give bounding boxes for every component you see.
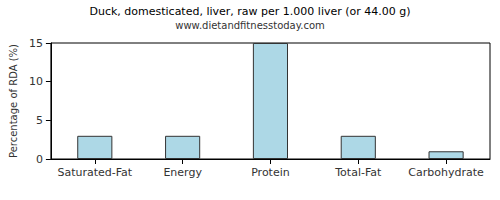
svg-text:Carbohydrate: Carbohydrate: [408, 166, 484, 179]
svg-text:Saturated-Fat: Saturated-Fat: [57, 166, 132, 179]
svg-text:0: 0: [36, 153, 43, 166]
svg-text:Total-Fat: Total-Fat: [334, 166, 382, 179]
svg-text:www.dietandfitnesstoday.com: www.dietandfitnesstoday.com: [175, 20, 324, 31]
svg-text:Percentage of RDA (%): Percentage of RDA (%): [8, 44, 19, 158]
svg-text:Protein: Protein: [251, 166, 290, 179]
svg-text:15: 15: [29, 37, 43, 50]
svg-text:Duck, domesticated, liver, raw: Duck, domesticated, liver, raw per 1.000…: [89, 5, 410, 18]
svg-text:5: 5: [36, 114, 43, 127]
svg-text:10: 10: [29, 75, 43, 88]
svg-text:Energy: Energy: [163, 166, 202, 179]
